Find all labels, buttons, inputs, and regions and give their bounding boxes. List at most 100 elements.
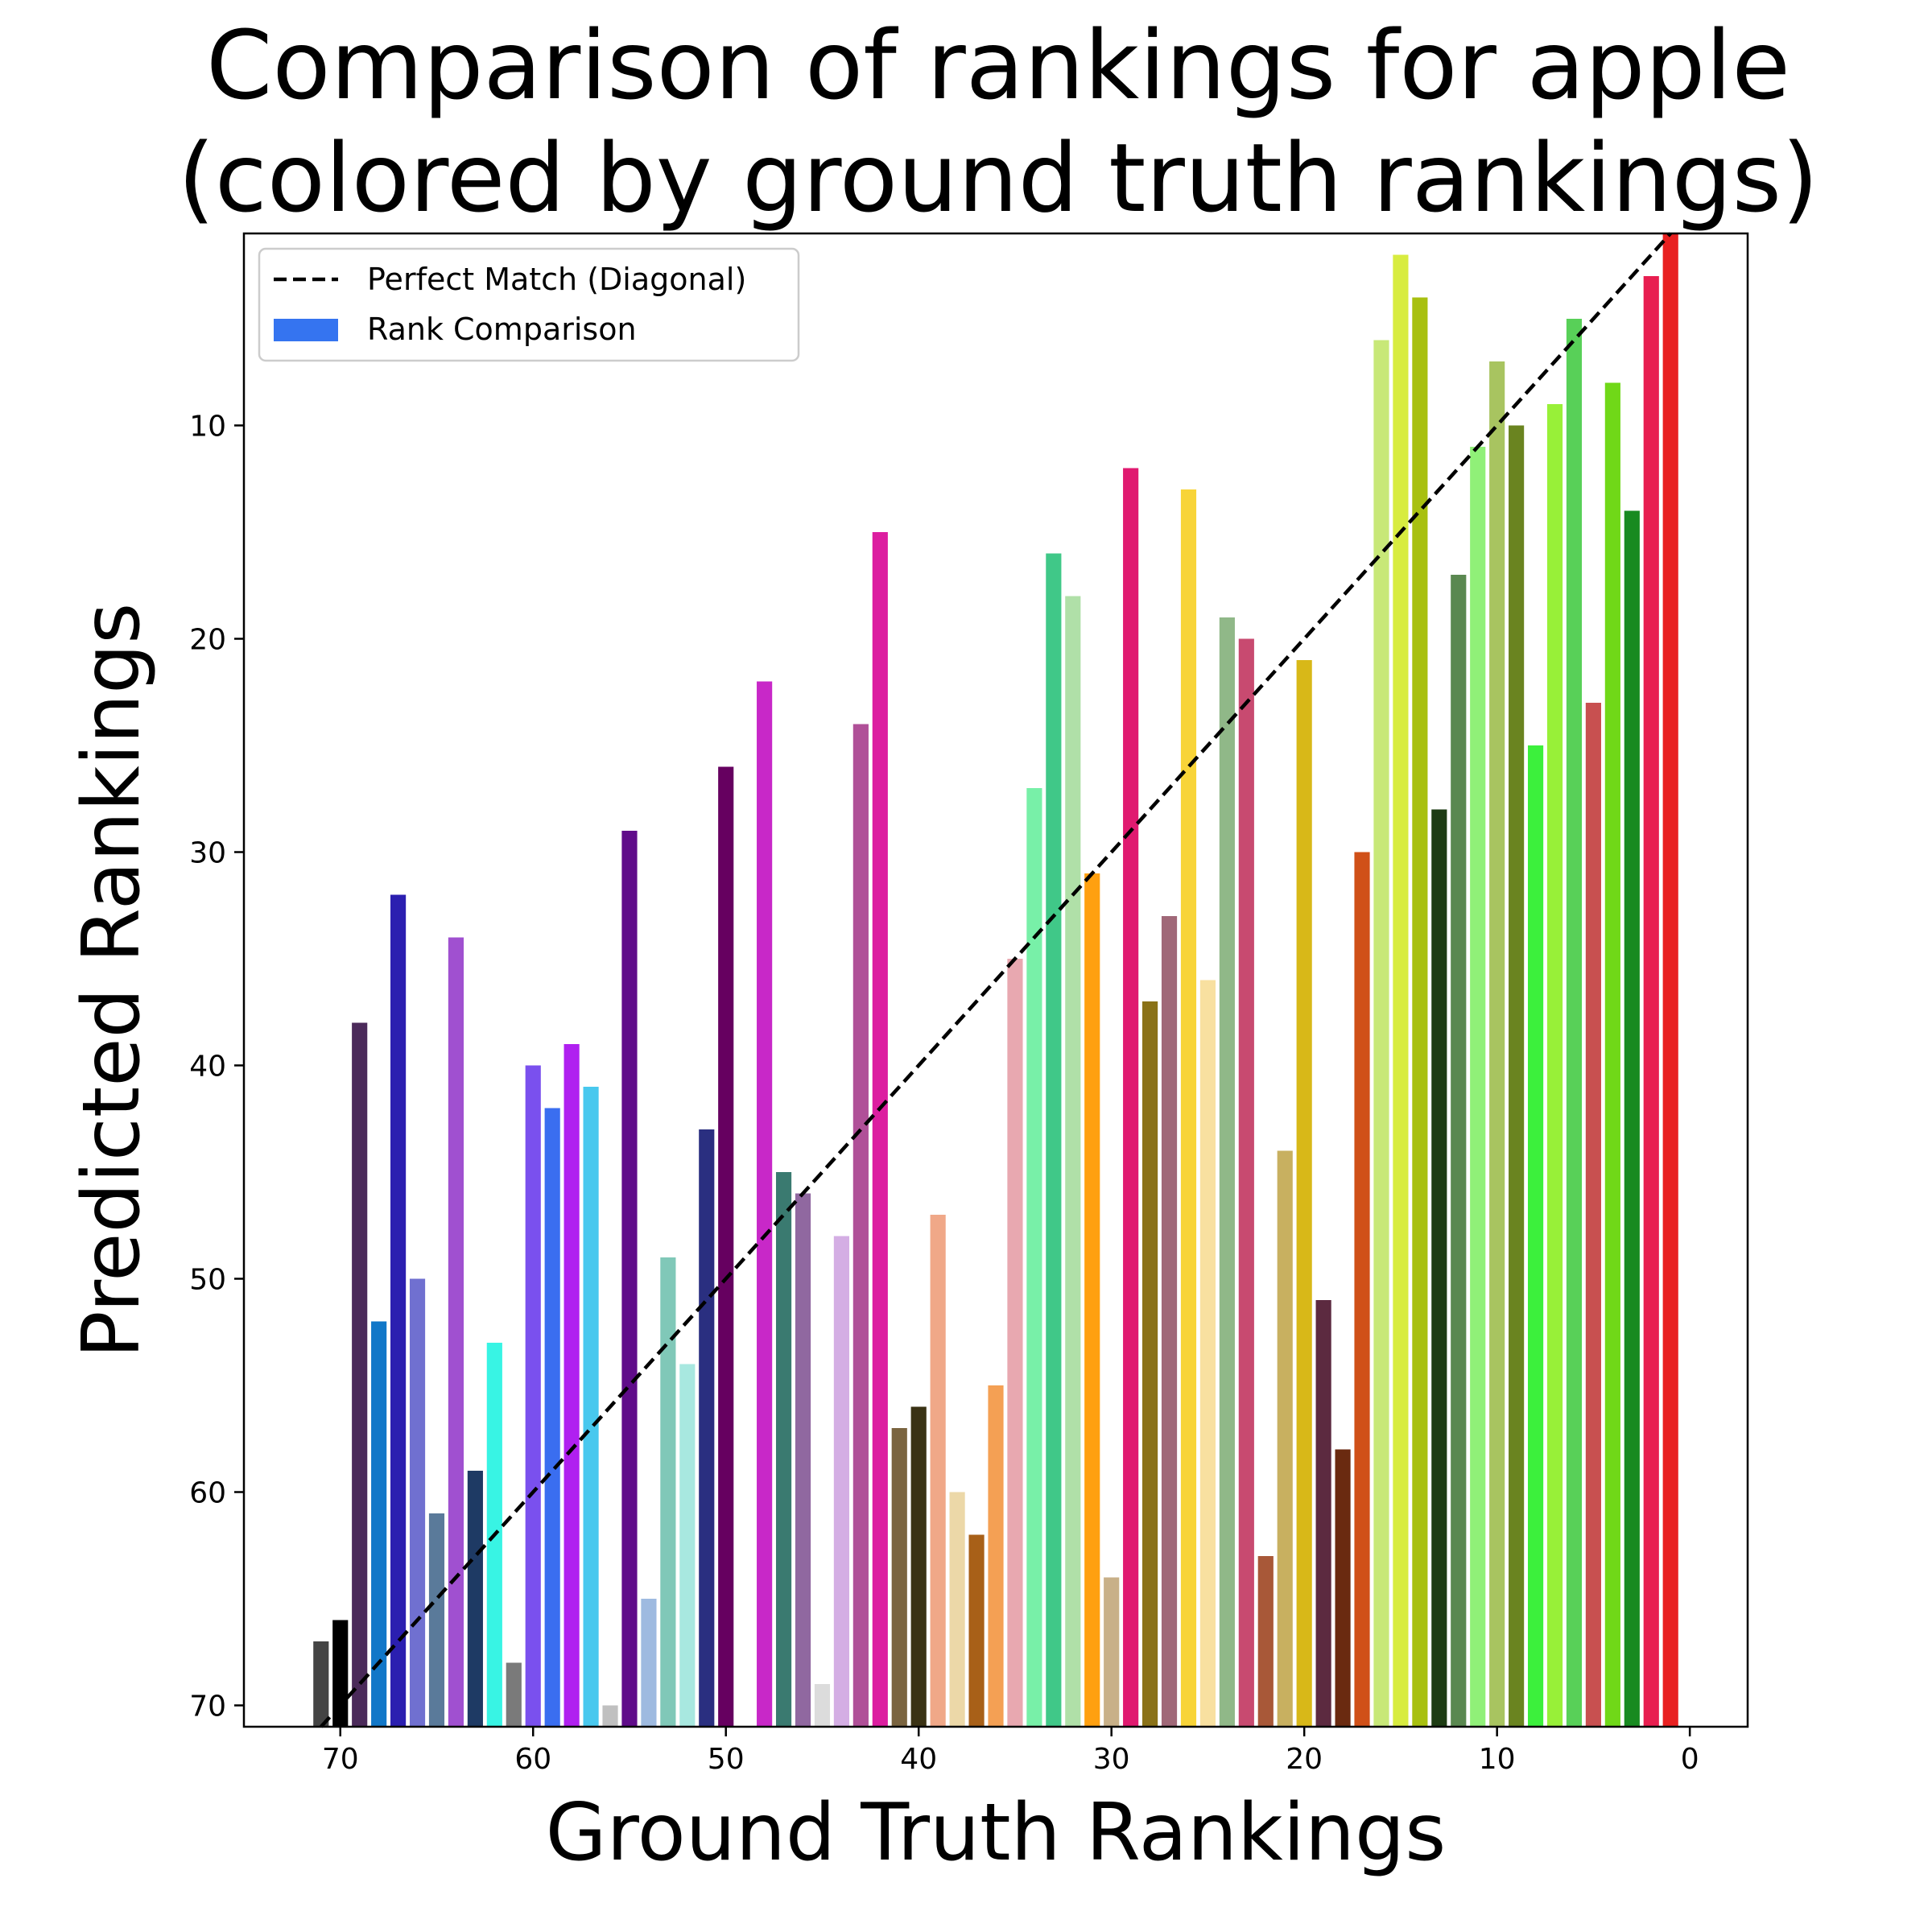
bar-gt-40 xyxy=(910,1406,927,1727)
bar-gt-6 xyxy=(1566,319,1583,1727)
bar-gt-50 xyxy=(718,766,734,1727)
bar-gt-8 xyxy=(1527,745,1544,1727)
bar-gt-29 xyxy=(1123,468,1139,1727)
bar-gt-54 xyxy=(641,1599,657,1727)
bar-gt-42 xyxy=(872,532,888,1727)
y-tick-label-60: 60 xyxy=(189,1477,226,1510)
bar-gt-9 xyxy=(1509,425,1525,1727)
bar-gt-52 xyxy=(679,1364,696,1727)
bar-gt-12 xyxy=(1451,575,1467,1727)
legend-patch-swatch xyxy=(274,319,338,341)
bar-gt-68 xyxy=(371,1321,387,1727)
bar-gt-11 xyxy=(1470,447,1486,1727)
y-tick-label-20: 20 xyxy=(189,624,226,657)
bar-gt-58 xyxy=(564,1044,580,1727)
bar-gt-24 xyxy=(1219,617,1235,1727)
bar-gt-19 xyxy=(1315,1300,1331,1727)
bar-gt-39 xyxy=(930,1215,946,1727)
x-axis-label: Ground Truth Rankings xyxy=(546,1787,1447,1879)
bar-gt-35 xyxy=(1007,959,1023,1727)
legend-label-rank-comparison: Rank Comparison xyxy=(367,312,637,347)
plot-frame xyxy=(242,232,1749,1728)
bar-gt-17 xyxy=(1354,852,1370,1727)
bar-gt-1 xyxy=(1662,233,1678,1727)
x-tick-label-0: 0 xyxy=(1681,1743,1699,1776)
legend-box xyxy=(258,247,800,362)
y-tick-label-70: 70 xyxy=(189,1690,226,1724)
bar-gt-41 xyxy=(891,1428,907,1727)
legend-label-perfect-match: Perfect Match (Diagonal) xyxy=(367,262,746,297)
bar-gt-33 xyxy=(1046,553,1062,1727)
bar-gt-4 xyxy=(1604,382,1620,1727)
bar-gt-44 xyxy=(833,1236,849,1727)
bar-gt-25 xyxy=(1199,980,1216,1727)
bar-gt-15 xyxy=(1393,254,1409,1727)
bar-gt-69 xyxy=(352,1022,368,1727)
bar-gt-67 xyxy=(390,894,407,1727)
bar-gt-57 xyxy=(583,1087,599,1727)
bar-gt-31 xyxy=(1084,873,1100,1727)
bar-gt-66 xyxy=(409,1278,426,1727)
chart-title-line-1: Comparison of rankings for apple xyxy=(206,10,1790,121)
bar-gt-21 xyxy=(1277,1150,1293,1727)
bar-gt-23 xyxy=(1238,638,1254,1727)
bar-gt-65 xyxy=(428,1513,445,1727)
legend: Perfect Match (Diagonal) Rank Comparison xyxy=(258,247,800,362)
plot-area xyxy=(242,232,1749,1728)
x-axis-ticks: 70 60 50 40 30 20 10 0 xyxy=(322,1727,1699,1776)
x-tick-label-10: 10 xyxy=(1479,1743,1516,1776)
y-tick-label-50: 50 xyxy=(189,1264,226,1297)
x-tick-label-70: 70 xyxy=(322,1743,359,1776)
bar-gt-7 xyxy=(1546,404,1563,1727)
bar-gt-71 xyxy=(313,1641,329,1727)
bar-gt-45 xyxy=(814,1684,831,1727)
bar-gt-63 xyxy=(467,1471,483,1727)
y-axis-label: Predicted Rankings xyxy=(66,603,158,1359)
bar-gt-70 xyxy=(332,1620,349,1727)
bar-gt-51 xyxy=(699,1129,715,1727)
bar-gt-32 xyxy=(1065,596,1081,1727)
x-tick-label-30: 30 xyxy=(1093,1743,1130,1776)
bar-gt-20 xyxy=(1296,660,1312,1727)
bar-gt-56 xyxy=(602,1705,618,1727)
chart-title-line-2: (colored by ground truth rankings) xyxy=(178,122,1818,233)
x-tick-label-40: 40 xyxy=(900,1743,937,1776)
bar-gt-59 xyxy=(544,1108,560,1727)
x-tick-label-20: 20 xyxy=(1286,1743,1323,1776)
bar-gt-55 xyxy=(621,831,638,1727)
bar-gt-16 xyxy=(1373,340,1389,1727)
bar-gt-38 xyxy=(949,1492,965,1727)
bar-gt-60 xyxy=(525,1065,541,1727)
x-tick-label-60: 60 xyxy=(514,1743,551,1776)
y-tick-label-10: 10 xyxy=(189,411,226,444)
perfect-match-diagonal xyxy=(320,232,1672,1728)
bar-gt-10 xyxy=(1489,361,1505,1727)
bar-gt-46 xyxy=(795,1193,811,1727)
bar-gt-5 xyxy=(1585,703,1601,1727)
bar-gt-26 xyxy=(1180,489,1197,1727)
bar-gt-22 xyxy=(1257,1556,1274,1727)
y-tick-label-40: 40 xyxy=(189,1051,226,1084)
bar-gt-14 xyxy=(1412,297,1428,1727)
bar-gt-30 xyxy=(1104,1577,1120,1727)
x-tick-label-50: 50 xyxy=(708,1743,745,1776)
bar-gt-3 xyxy=(1624,510,1640,1727)
bar-gt-13 xyxy=(1431,809,1447,1727)
bar-gt-18 xyxy=(1335,1449,1351,1727)
bar-gt-34 xyxy=(1026,788,1042,1727)
bar-gt-43 xyxy=(852,724,869,1727)
bar-gt-2 xyxy=(1643,276,1659,1727)
bar-gt-37 xyxy=(968,1534,985,1727)
bar-gt-27 xyxy=(1161,916,1178,1727)
y-tick-label-30: 30 xyxy=(189,837,226,870)
bar-gt-36 xyxy=(988,1385,1004,1727)
bar-gt-61 xyxy=(506,1662,522,1727)
y-axis-ticks: 10 20 30 40 50 60 70 xyxy=(189,411,244,1724)
bar-gt-47 xyxy=(775,1172,792,1727)
bars-group xyxy=(313,233,1678,1727)
bar-gt-53 xyxy=(660,1257,676,1727)
bar-gt-64 xyxy=(448,937,464,1727)
bar-gt-48 xyxy=(757,681,773,1727)
bar-gt-28 xyxy=(1142,1001,1158,1727)
